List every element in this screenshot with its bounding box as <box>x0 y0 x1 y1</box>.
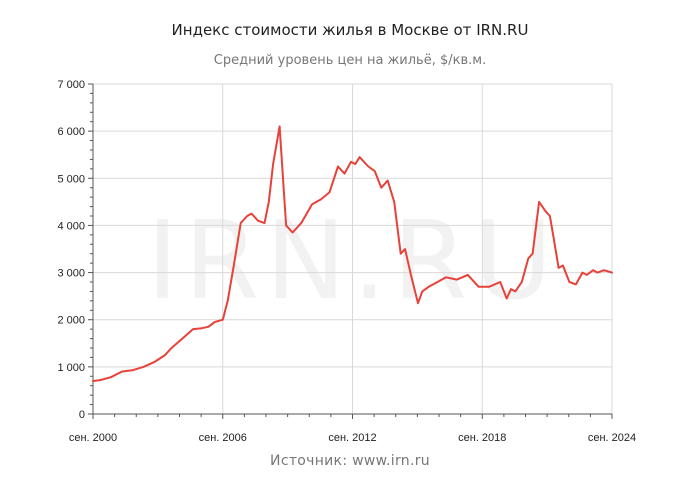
x-tick-label: сен. 2024 <box>588 432 636 444</box>
y-tick-label: 0 <box>79 409 85 421</box>
y-tick-label: 4 000 <box>57 220 85 232</box>
x-tick-label: сен. 2006 <box>199 432 247 444</box>
chart-subtitle: Средний уровень цен на жильё, $/кв.м. <box>213 53 487 68</box>
y-tick-label: 6 000 <box>57 126 85 138</box>
y-tick-label: 1 000 <box>57 362 85 374</box>
y-tick-label: 3 000 <box>57 268 85 280</box>
x-tick-label: сен. 2012 <box>328 432 376 444</box>
series-line <box>92 125 613 382</box>
x-tick-label: сен. 2018 <box>458 432 506 444</box>
y-tick-label: 2 000 <box>57 315 85 327</box>
chart-title: Индекс стоимости жилья в Москве от IRN.R… <box>171 21 529 39</box>
watermark-text: IRN.RU <box>146 199 558 324</box>
y-tick-label: 7 000 <box>57 79 85 91</box>
x-tick-label: сен. 2000 <box>69 432 117 444</box>
y-tick-label: 5 000 <box>57 173 85 185</box>
source-credit: Источник: www.irn.ru <box>270 453 430 469</box>
